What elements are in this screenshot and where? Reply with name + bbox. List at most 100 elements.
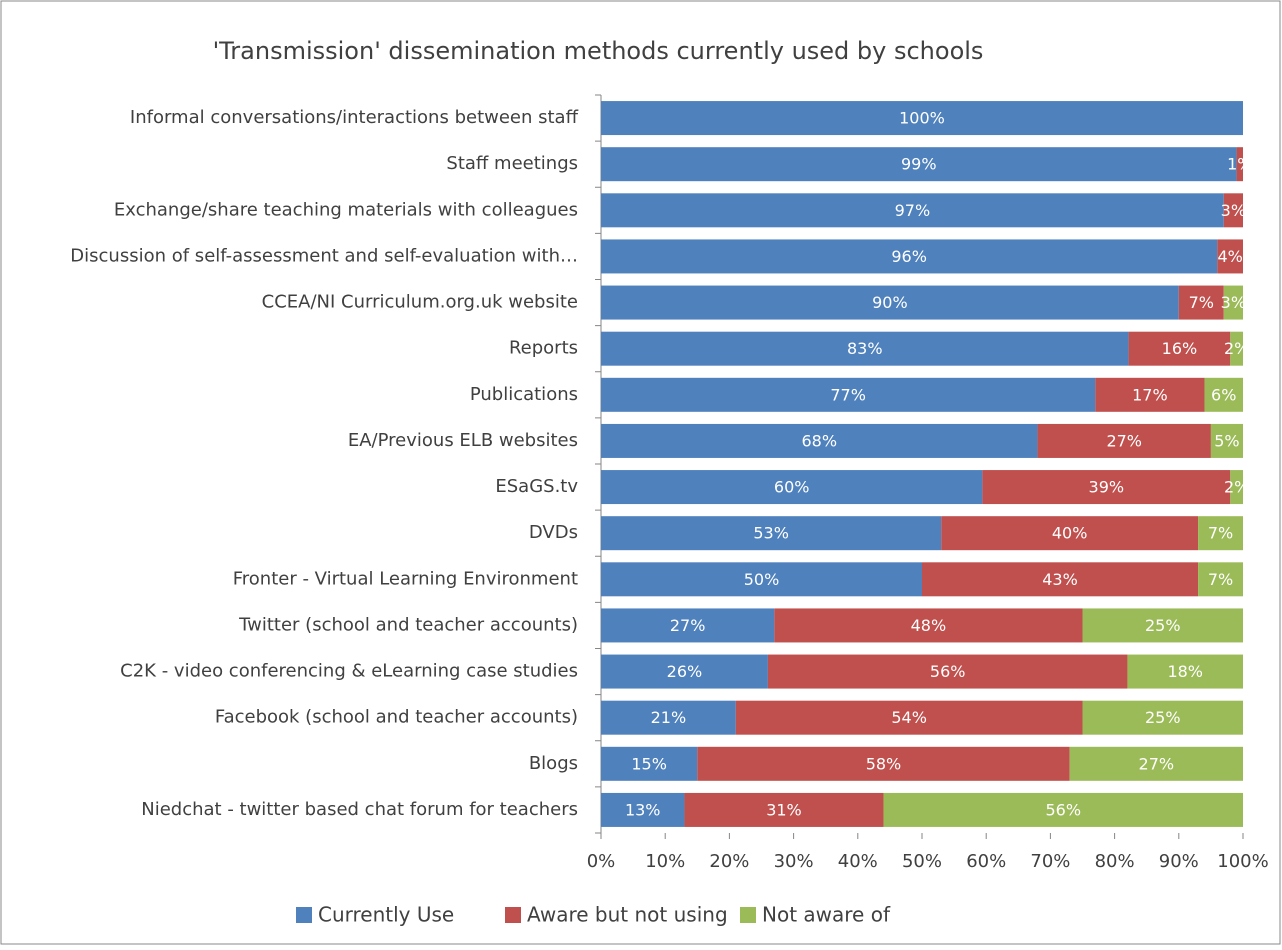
data-label: 96% bbox=[891, 247, 927, 266]
bar-segment bbox=[1082, 608, 1243, 643]
bar-segment bbox=[601, 746, 698, 781]
bar-segment bbox=[1223, 285, 1243, 320]
bar-segment bbox=[1217, 239, 1243, 274]
y-tick-label: Reports bbox=[509, 338, 578, 359]
bar-segment bbox=[601, 193, 1224, 228]
y-tick-label: Publications bbox=[470, 384, 578, 405]
data-label: 7% bbox=[1208, 524, 1233, 543]
data-label: 90% bbox=[872, 293, 908, 312]
y-tick-label: CCEA/NI Curriculum.org.uk website bbox=[262, 292, 578, 313]
bar-segment bbox=[941, 516, 1199, 551]
y-tick-label: EA/Previous ELB websites bbox=[348, 430, 578, 451]
bar-segment bbox=[1204, 377, 1243, 412]
bar-segment bbox=[601, 516, 942, 551]
data-label: 58% bbox=[866, 754, 902, 773]
bar-segment bbox=[735, 700, 1083, 735]
data-label: 77% bbox=[830, 385, 866, 404]
x-tick-label: 70% bbox=[1030, 851, 1070, 872]
bar-segment bbox=[601, 423, 1038, 458]
bar-segment bbox=[601, 562, 922, 597]
bar-segment bbox=[1095, 377, 1205, 412]
chart-title: 'Transmission' dissemination methods cur… bbox=[213, 37, 984, 65]
bar-segment bbox=[697, 746, 1070, 781]
data-label: 39% bbox=[1089, 478, 1125, 497]
data-label: 99% bbox=[901, 155, 937, 174]
bar-segment bbox=[601, 792, 685, 827]
y-tick-label: Informal conversations/interactions betw… bbox=[130, 107, 579, 128]
data-label: 2% bbox=[1224, 339, 1249, 358]
data-label: 26% bbox=[667, 662, 703, 681]
x-tick-label: 30% bbox=[774, 851, 814, 872]
data-label: 56% bbox=[1045, 800, 1081, 819]
x-tick-label: 60% bbox=[966, 851, 1006, 872]
data-label: 27% bbox=[1139, 754, 1175, 773]
y-tick-label: Exchange/share teaching materials with c… bbox=[114, 199, 578, 220]
data-label: 25% bbox=[1145, 616, 1181, 635]
data-label: 25% bbox=[1145, 708, 1181, 727]
bar-segment bbox=[1223, 193, 1243, 228]
bar-segment bbox=[601, 470, 983, 505]
x-tick-label: 100% bbox=[1217, 851, 1268, 872]
y-tick-label: Fronter - Virtual Learning Environment bbox=[233, 568, 578, 589]
data-label: 27% bbox=[1106, 431, 1142, 450]
bar-segment bbox=[684, 792, 884, 827]
legend-label: Currently Use bbox=[318, 903, 454, 927]
y-tick-label: DVDs bbox=[529, 522, 578, 543]
data-label: 53% bbox=[753, 524, 789, 543]
x-tick-label: 40% bbox=[838, 851, 878, 872]
bar-segment bbox=[601, 239, 1218, 274]
y-tick-label: Blogs bbox=[529, 753, 578, 774]
data-label: 43% bbox=[1042, 570, 1078, 589]
bar-segment bbox=[767, 654, 1128, 689]
bar-segment bbox=[883, 792, 1243, 827]
data-label: 97% bbox=[895, 201, 931, 220]
data-label: 60% bbox=[774, 478, 810, 497]
legend-swatch bbox=[740, 907, 756, 923]
data-label: 27% bbox=[670, 616, 706, 635]
data-label: 3% bbox=[1221, 201, 1246, 220]
bar-segment bbox=[601, 608, 775, 643]
data-label: 31% bbox=[766, 800, 802, 819]
data-label: 54% bbox=[891, 708, 927, 727]
data-label: 18% bbox=[1167, 662, 1203, 681]
legend-swatch bbox=[296, 907, 312, 923]
y-tick-label: ESaGS.tv bbox=[495, 476, 578, 497]
data-label: 1% bbox=[1227, 155, 1252, 174]
bar-segment bbox=[774, 608, 1083, 643]
bar-segment bbox=[601, 377, 1096, 412]
bar-segment bbox=[601, 147, 1237, 182]
y-tick-label: Niedchat - twitter based chat forum for … bbox=[141, 799, 578, 820]
data-label: 7% bbox=[1208, 570, 1233, 589]
data-label: 16% bbox=[1162, 339, 1198, 358]
bar-segment bbox=[1128, 331, 1231, 366]
bar-segment bbox=[1236, 147, 1243, 182]
data-label: 17% bbox=[1132, 385, 1168, 404]
y-tick-label: Staff meetings bbox=[446, 153, 578, 174]
data-label: 7% bbox=[1189, 293, 1214, 312]
y-tick-label: Facebook (school and teacher accounts) bbox=[215, 707, 578, 728]
y-tick-label: C2K - video conferencing & eLearning cas… bbox=[120, 661, 578, 682]
bar-segment bbox=[1037, 423, 1211, 458]
x-tick-label: 20% bbox=[709, 851, 749, 872]
legend-label: Not aware of bbox=[762, 903, 891, 927]
bar-segment bbox=[1210, 423, 1243, 458]
bar-segment bbox=[1178, 285, 1224, 320]
data-label: 13% bbox=[625, 800, 661, 819]
bar-segment bbox=[982, 470, 1231, 505]
data-label: 68% bbox=[801, 431, 837, 450]
legend-swatch bbox=[505, 907, 521, 923]
data-label: 15% bbox=[631, 754, 667, 773]
bar-segment bbox=[1198, 562, 1243, 597]
bar-segment bbox=[1082, 700, 1243, 735]
x-tick-label: 50% bbox=[902, 851, 942, 872]
data-label: 5% bbox=[1214, 431, 1239, 450]
data-label: 40% bbox=[1052, 524, 1088, 543]
data-label: 3% bbox=[1221, 293, 1246, 312]
data-label: 50% bbox=[744, 570, 780, 589]
bar-segment bbox=[1127, 654, 1243, 689]
data-label: 6% bbox=[1211, 385, 1236, 404]
bar-segment bbox=[1230, 331, 1243, 366]
x-tick-label: 90% bbox=[1159, 851, 1199, 872]
bar-segment bbox=[601, 285, 1179, 320]
